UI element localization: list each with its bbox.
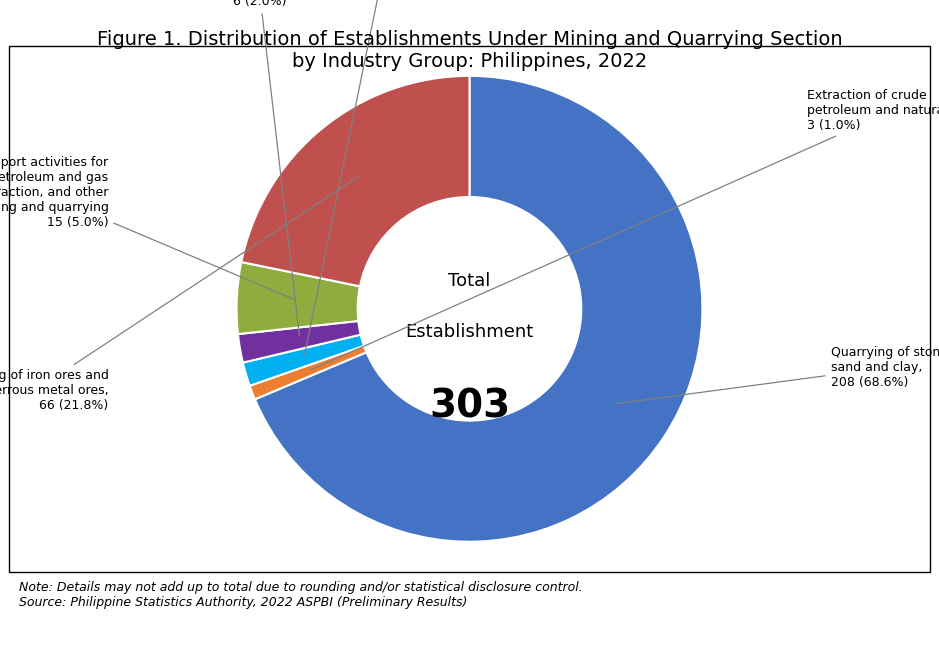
Text: Figure 1. Distribution of Establishments Under Mining and Quarrying Section
by I: Figure 1. Distribution of Establishments… (97, 30, 842, 70)
Text: Note: Details may not add up to total due to rounding and/or statistical disclos: Note: Details may not add up to total du… (19, 581, 582, 610)
Wedge shape (254, 76, 702, 542)
Wedge shape (250, 346, 366, 399)
Text: Mining of iron ores and
non-ferrous metal ores,
66 (21.8%): Mining of iron ores and non-ferrous meta… (0, 177, 358, 412)
Text: Total: Total (448, 272, 491, 290)
Wedge shape (241, 76, 470, 286)
Text: Establishment: Establishment (406, 323, 533, 341)
Wedge shape (237, 262, 360, 334)
Wedge shape (238, 321, 361, 363)
Text: Mining and quarrying, n.e.c.,
5 (1.7%): Mining and quarrying, n.e.c., 5 (1.7%) (298, 0, 478, 355)
Wedge shape (243, 334, 364, 386)
Text: Mining of hard coal,
6 (2.0%): Mining of hard coal, 6 (2.0%) (198, 0, 322, 335)
Text: Extraction of crude
petroleum and natural gas,
3 (1.0%): Extraction of crude petroleum and natura… (311, 89, 939, 370)
Text: Support activities for
petroleum and gas
extraction, and other
mining and quarry: Support activities for petroleum and gas… (0, 156, 295, 300)
Text: Quarrying of stone,
sand and clay,
208 (68.6%): Quarrying of stone, sand and clay, 208 (… (616, 346, 939, 403)
Text: 303: 303 (429, 388, 510, 426)
